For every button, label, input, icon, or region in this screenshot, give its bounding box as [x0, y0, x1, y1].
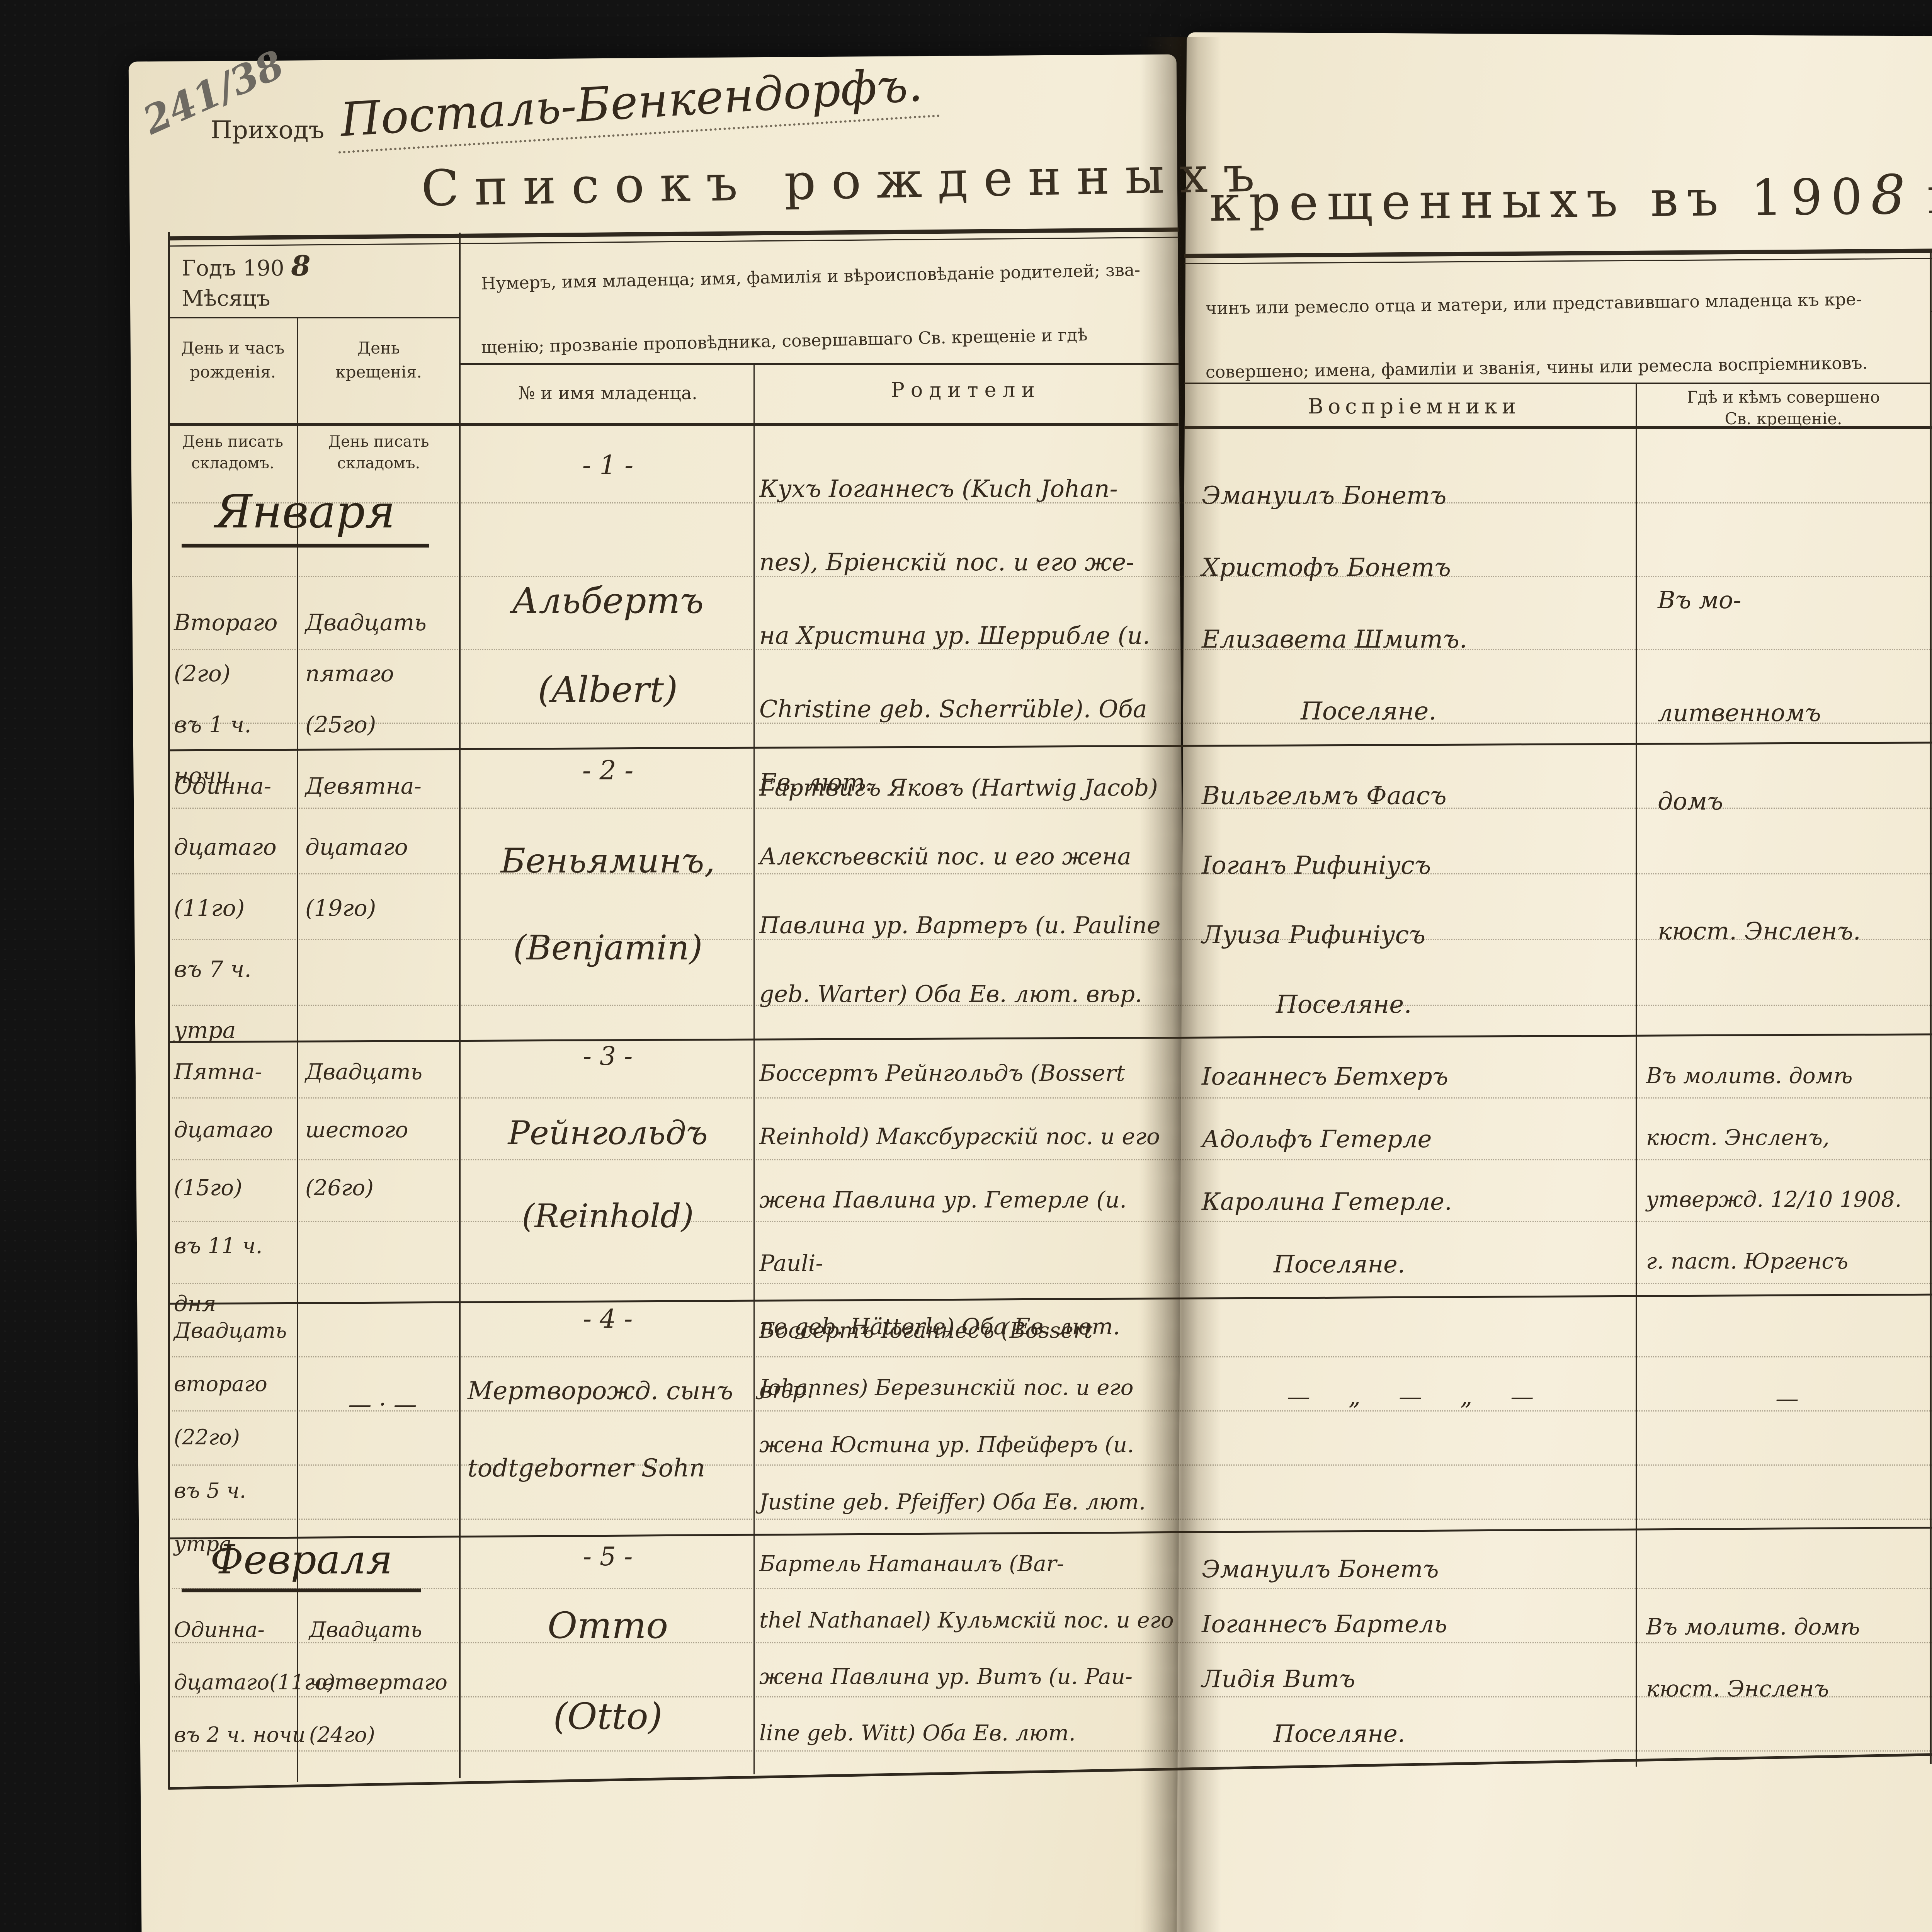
writing-guide-line [172, 649, 1932, 650]
writing-guide-line [172, 873, 1932, 874]
entry-godparents: Іоганнесъ Бетхеръ Адольфъ Гетерле Кароли… [1202, 1062, 1452, 1278]
grid-line [168, 317, 459, 318]
entry-birth-date: Двадцать втораго (22го) въ 5 ч. утра [174, 1318, 287, 1556]
parish-label: Приходъ [211, 116, 325, 145]
entry-baptism-date: Девятна- дцатаго (19го) [305, 773, 422, 921]
entry-godparents: Вильгельмъ Фаасъ Іоганъ Рифиніусъ Луиза … [1202, 782, 1447, 1019]
month-header-january: Января [182, 485, 429, 548]
column-header-child: № и имя младенца. [518, 383, 697, 403]
entry-child-name: Альбертъ (Albert) [512, 580, 704, 710]
grid-line [1184, 383, 1930, 384]
entry-child-name: Беньяминъ, (Benjamin) [500, 841, 715, 968]
entry-baptism-place: Въ молитв. домѣ кюст. Энсленъ, утвержд. … [1646, 1063, 1902, 1274]
writing-guide-line [172, 1464, 1932, 1466]
entry-tally-row: 1 „ „ „ „ „ [1930, 429, 1932, 744]
writing-guide-line [172, 1642, 1932, 1643]
entry-godparents: Эмануилъ Бонетъ Іоганнесъ Бартель Лидія … [1202, 1555, 1447, 1748]
entry-parents: Гартвигъ Яковъ (Hartwig Jacob) Алексѣевс… [759, 774, 1161, 1008]
entry-parents: Кухъ Іоганнесъ (Kuch Johan- nes), Бріенс… [759, 474, 1150, 796]
grid-line [1184, 426, 1932, 429]
grid-line [459, 233, 461, 1778]
writing-guide-line [172, 1097, 1932, 1099]
column-header-birth: День и часъ рожденія. [181, 338, 285, 381]
entry-child-name: Мертворожд. сынъ todtgeborner Sohn [468, 1377, 733, 1483]
writing-guide-line [172, 1005, 1932, 1006]
writing-guide-line [172, 808, 1932, 809]
column-header-parents: Родители [891, 379, 1041, 402]
entry-birth-date: Втораго (2го) въ 1 ч. ночи [174, 609, 278, 789]
grid-line [168, 423, 1179, 426]
month-label: Мѣсяцъ [182, 286, 270, 311]
writing-guide-line [172, 1519, 1932, 1520]
entry-baptism-place: — [1776, 1385, 1799, 1412]
writing-guide-line [172, 1410, 1932, 1412]
grid-line [459, 363, 1179, 365]
entry-child-name: Рейнгольдъ (Reinhold) [508, 1114, 708, 1235]
entry-baptism-date: Двадцать пятаго (25го) [305, 609, 427, 738]
writing-guide-line [172, 1356, 1932, 1357]
entry-baptism-date: — · — [348, 1391, 417, 1418]
writing-guide-line [172, 723, 1932, 724]
entry-parents: Боссертъ Рейнгольдъ (Bossert Reinhold) М… [759, 1060, 1160, 1403]
month-header-february: Февраля [182, 1536, 421, 1592]
grid-line [1636, 383, 1637, 1767]
entry-number: - 4 - [583, 1304, 633, 1334]
writing-guide-line [172, 1283, 1932, 1284]
writing-guide-line [172, 939, 1932, 940]
year-row: Годъ 190 8 [182, 249, 311, 282]
column-header-godparents: Воспріемники [1308, 394, 1520, 418]
year-label: Годъ 190 [182, 256, 284, 281]
page-title-right: крещенныхъ въ 1908 году. [1209, 162, 1932, 234]
writing-guide-line [172, 502, 1932, 503]
title-right-suffix: году. [1927, 165, 1932, 225]
grid-line [1930, 251, 1932, 1764]
entry-tally-row: 1 „ „ „ „ „ [1930, 1039, 1932, 1296]
entry-godparents: — „ — „ — [1287, 1383, 1549, 1410]
entry-birth-date: Пятна- дцатаго (15го) въ 11 ч. дня [174, 1060, 273, 1316]
writing-guide-line [172, 1221, 1932, 1222]
grid-line [168, 232, 170, 1789]
entry-birth-date: Одинна- дцатаго(11го) въ 2 ч. ночи [174, 1617, 335, 1747]
entry-tally-row: 1 „ „ „ „ „ [1930, 1534, 1932, 1843]
title-year-digit-handwritten: 8 [1870, 163, 1914, 227]
entry-baptism-place: Въ мо- литвенномъ [1658, 586, 1821, 727]
entry-child-name: Отто (Otto) [548, 1605, 668, 1738]
entry-baptism-date: Двадцать четвертаго (24го) [309, 1617, 447, 1747]
title-right-prefix: крещенныхъ въ 190 [1209, 168, 1871, 233]
subheader-day-written-birth: День писать складомъ. [182, 433, 283, 472]
entry-parents: Боссертъ Іоганнесъ (Bossert Johannes) Бе… [759, 1318, 1146, 1515]
entry-birth-date: Одинна- дцатаго (11го) въ 7 ч. утра [174, 773, 277, 1043]
column-header-where: Гдѣ и кѣмъ совершено Св. крещеніе. [1687, 388, 1880, 428]
entry-tally-row: „ „ „ „ 1 „ [1930, 1300, 1932, 1530]
entry-number: - 5 - [583, 1542, 633, 1571]
entry-baptism-place: Въ молитв. домѣ кюст. Энсленъ [1646, 1614, 1860, 1702]
entry-baptism-date: Двадцать шестого (26го) [305, 1060, 423, 1201]
writing-guide-line [172, 1696, 1932, 1697]
entry-number: - 2 - [582, 755, 634, 786]
grid-line [753, 364, 755, 1774]
year-digit-handwritten: 8 [291, 249, 311, 282]
entry-godparents: Эмануилъ Бонетъ Христофъ Бонетъ Елизавет… [1202, 481, 1468, 726]
writing-guide-line [172, 1750, 1932, 1752]
column-header-baptism: День крещенія. [335, 338, 422, 381]
entry-baptism-place: домъ кюст. Энсленъ. [1658, 787, 1861, 945]
entry-parents: Бартель Натанаилъ (Bar- thel Nathanael) … [759, 1551, 1174, 1746]
writing-guide-line [172, 1588, 1932, 1589]
entry-number: - 3 - [583, 1041, 633, 1071]
writing-guide-line [172, 576, 1932, 577]
entry-tally-row: 1 „ „ „ „ „ [1930, 748, 1932, 1036]
writing-guide-line [172, 1159, 1932, 1160]
subheader-day-written-baptism: День писать складомъ. [328, 433, 429, 472]
grid-line [297, 318, 298, 1782]
entry-number: - 1 - [582, 450, 634, 481]
